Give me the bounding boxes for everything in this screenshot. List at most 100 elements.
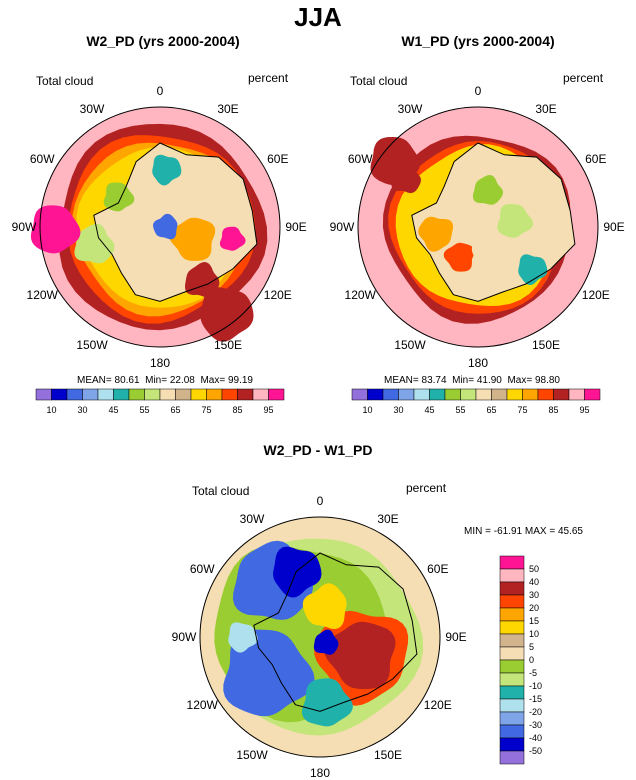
- contour-blob: [169, 217, 216, 261]
- colorbar-tick: 10: [362, 405, 372, 415]
- colorbar-tick: 10: [529, 629, 539, 639]
- antarctica-coastline: [411, 142, 576, 302]
- map-fill-group: [200, 517, 440, 757]
- colorbar-tick: -10: [529, 681, 542, 691]
- longitude-label: 150E: [214, 338, 242, 352]
- colorbar-tick: 45: [424, 405, 434, 415]
- colorbar-swatch: [206, 388, 223, 401]
- colorbar-swatch: [159, 388, 176, 401]
- contour-blob: [302, 583, 347, 629]
- longitude-label: 90W: [12, 220, 37, 234]
- contour-blob: [313, 629, 339, 655]
- contour-blob: [152, 154, 182, 186]
- colorbar-swatch: [584, 388, 601, 401]
- colorbar-tick: 75: [517, 405, 527, 415]
- contour-blob: [471, 232, 506, 269]
- longitude-label: 30E: [377, 512, 398, 526]
- antarctica-coastline: [93, 142, 258, 302]
- longitude-label: 150W: [394, 338, 426, 352]
- colorbar-swatch: [398, 388, 415, 401]
- colorbar-tick: 20: [529, 603, 539, 613]
- colorbar-swatch: [175, 388, 192, 401]
- colorbar-tick: 30: [77, 405, 87, 415]
- longitude-label: 180: [150, 356, 170, 370]
- panel1-title: W2_PD (yrs 2000-2004): [86, 33, 240, 49]
- panel3-title: W2_PD - W1_PD: [263, 442, 373, 458]
- colorbar-swatch: [499, 698, 525, 713]
- colorbar-swatch: [499, 711, 525, 726]
- contour-blob: [153, 213, 178, 240]
- colorbar-tick: 65: [486, 405, 496, 415]
- colorbar-tick: 0: [529, 655, 534, 665]
- colorbar-tick: 55: [455, 405, 465, 415]
- contour-blob: [497, 204, 534, 238]
- longitude-label: 90E: [445, 630, 466, 644]
- colorbar-swatch: [429, 388, 446, 401]
- panel1-left-label: Total cloud: [36, 74, 94, 88]
- panel1-stats: MEAN= 80.61 Min= 22.08 Max= 99.19: [77, 375, 253, 386]
- longitude-label: 60E: [267, 152, 288, 166]
- colorbar-swatch: [190, 388, 207, 401]
- colorbar-swatch: [413, 388, 430, 401]
- colorbar-swatch: [499, 633, 525, 648]
- contour-blob: [74, 223, 115, 264]
- colorbar-swatch: [382, 388, 399, 401]
- map-fill-group: [30, 107, 280, 347]
- colorbar-swatch: [444, 388, 461, 401]
- longitude-label: 60W: [190, 562, 215, 576]
- panel3-min: -61.91: [493, 526, 523, 537]
- colorbar-tick: -40: [529, 733, 542, 743]
- colorbar-tick: 85: [548, 405, 558, 415]
- panel3-left-label: Total cloud: [192, 484, 250, 498]
- colorbar-swatch: [499, 659, 525, 674]
- colorbar-swatch: [499, 737, 525, 752]
- panel2-min: 41.90: [476, 375, 502, 386]
- panel2-max: 98.80: [534, 375, 560, 386]
- colorbar-swatch: [499, 685, 525, 700]
- panel2-mean: 83.74: [421, 375, 447, 386]
- colorbar-swatch: [51, 388, 68, 401]
- colorbar-swatch: [491, 388, 508, 401]
- colorbar-swatch: [268, 388, 285, 401]
- colorbar-swatch: [499, 672, 525, 687]
- longitude-label: 0: [157, 84, 164, 98]
- panel1-min: 22.08: [169, 375, 195, 386]
- longitude-label: 30E: [217, 102, 238, 116]
- panel2-stats: MEAN= 83.74 Min= 41.90 Max= 98.80: [384, 375, 560, 386]
- map-fill-group: [358, 107, 598, 347]
- colorbar-tick: 85: [232, 405, 242, 415]
- longitude-label: 120E: [582, 288, 610, 302]
- panel3-max: 45.65: [557, 526, 583, 537]
- longitude-label: 90E: [285, 220, 306, 234]
- colorbar-swatch: [537, 388, 554, 401]
- colorbar-tick: 15: [529, 616, 539, 626]
- colorbar-tick: 50: [529, 564, 539, 574]
- longitude-label: 150E: [532, 338, 560, 352]
- longitude-label: 90W: [172, 630, 197, 644]
- colorbar-tick: 30: [529, 590, 539, 600]
- colorbar-tick: -5: [529, 668, 537, 678]
- longitude-label: 120W: [187, 698, 219, 712]
- colorbar-swatch: [128, 388, 145, 401]
- longitude-label: 120W: [27, 288, 59, 302]
- colorbar-swatch: [144, 388, 161, 401]
- contour-blob: [273, 546, 322, 598]
- panel3-right-label: percent: [406, 481, 447, 495]
- colorbar-swatch: [499, 568, 525, 583]
- panel2-colorbar: 10 30 45 55 65 75 85 95: [351, 388, 601, 415]
- panel2-map: 0 30E 60E 90E 120E 150E 180 150W 120W 90W 60W 30W: [330, 84, 625, 370]
- colorbar-tick: 95: [263, 405, 273, 415]
- map-boundary: [39, 106, 281, 348]
- panel2-right-label: percent: [563, 71, 604, 85]
- contour-blob: [184, 180, 220, 216]
- contour-blob: [228, 622, 258, 653]
- colorbar-swatch: [82, 388, 99, 401]
- panel1-mean: 80.61: [114, 375, 140, 386]
- colorbar-swatch: [499, 750, 525, 765]
- colorbar-swatch: [499, 581, 525, 596]
- longitude-label: 60W: [348, 152, 373, 166]
- longitude-label: 90W: [330, 220, 355, 234]
- longitude-label: 180: [468, 356, 488, 370]
- longitude-label: 0: [317, 494, 324, 508]
- contour-blob: [443, 242, 475, 272]
